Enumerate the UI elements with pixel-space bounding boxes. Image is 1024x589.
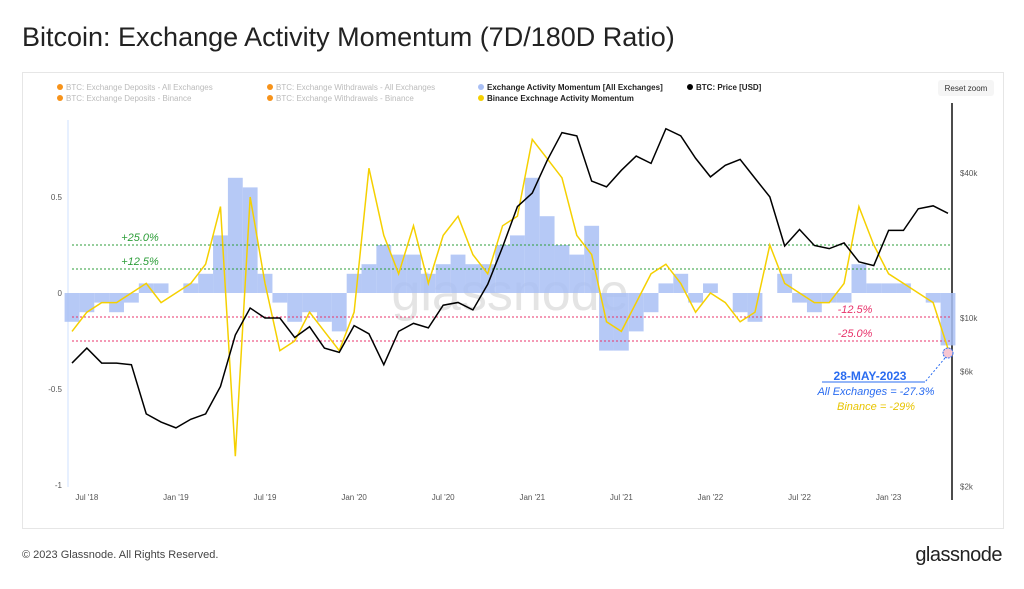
- all-exchanges-bar: [688, 293, 704, 303]
- legend-item[interactable]: BTC: Exchange Withdrawals - All Exchange…: [276, 83, 435, 92]
- legend-marker: [57, 95, 63, 101]
- annotation-marker: [942, 347, 954, 359]
- all-exchanges-bar: [227, 177, 243, 293]
- x-tick-label: Jul '19: [254, 493, 277, 502]
- y-right-tick-label: $6k: [960, 367, 974, 376]
- all-exchanges-bar: [925, 293, 941, 303]
- legend-marker: [478, 95, 484, 101]
- all-exchanges-bar: [628, 293, 644, 332]
- threshold-label: +12.5%: [121, 256, 159, 268]
- all-exchanges-bar: [465, 264, 481, 293]
- all-exchanges-bar: [123, 293, 139, 303]
- y-left-tick-label: -1: [55, 481, 63, 490]
- all-exchanges-bar: [940, 293, 956, 346]
- all-exchanges-bar: [435, 264, 451, 293]
- all-exchanges-bar: [79, 293, 95, 313]
- all-exchanges-bar: [896, 283, 911, 293]
- btc-price-line: [71, 127, 949, 429]
- legend-item[interactable]: BTC: Exchange Deposits - Binance: [66, 94, 192, 103]
- all-exchanges-bar: [658, 283, 674, 293]
- all-exchanges-bar: [331, 293, 347, 332]
- legend-marker: [687, 84, 693, 90]
- all-exchanges-bar: [524, 177, 540, 293]
- legend-marker: [478, 84, 484, 90]
- legend-item[interactable]: Binance Exchnage Activity Momentum: [487, 94, 634, 103]
- binance-momentum-line: [71, 137, 949, 457]
- all-exchanges-bar: [272, 293, 288, 303]
- x-tick-label: Jan '19: [163, 493, 189, 502]
- all-exchanges-bar: [346, 273, 362, 293]
- all-exchanges-bar: [480, 264, 496, 293]
- annotation-leader: [924, 357, 946, 383]
- all-exchanges-bar: [643, 293, 659, 313]
- all-exchanges-bar: [406, 254, 421, 293]
- all-exchanges-bar: [539, 216, 555, 293]
- legend-marker: [267, 95, 273, 101]
- all-exchanges-bar: [316, 293, 332, 322]
- all-exchanges-bar: [836, 293, 852, 303]
- all-exchanges-bar: [153, 283, 169, 293]
- legend-marker: [267, 84, 273, 90]
- legend-marker: [57, 84, 63, 90]
- reset-zoom-label[interactable]: Reset zoom: [945, 84, 988, 93]
- all-exchanges-bar: [821, 293, 837, 303]
- y-right-tick-label: $2k: [960, 482, 974, 491]
- all-exchanges-bar: [183, 283, 199, 293]
- all-exchanges-bar: [510, 235, 525, 293]
- all-exchanges-bar: [64, 293, 80, 322]
- x-tick-label: Jan '22: [698, 493, 724, 502]
- all-exchanges-bar: [703, 283, 718, 293]
- legend-item[interactable]: BTC: Exchange Deposits - All Exchanges: [66, 83, 213, 92]
- y-left-tick-label: -0.5: [48, 385, 62, 394]
- y-left-tick-label: 0: [58, 289, 63, 298]
- all-exchanges-bar: [287, 293, 303, 322]
- all-exchanges-bar: [569, 254, 585, 293]
- y-left-tick-label: 0.5: [51, 193, 63, 202]
- all-exchanges-bar: [881, 283, 897, 293]
- chart-title: Bitcoin: Exchange Activity Momentum (7D/…: [22, 22, 675, 52]
- all-exchanges-bar: [361, 264, 377, 293]
- threshold-label: +25.0%: [121, 232, 159, 244]
- reset-zoom-button[interactable]: [938, 80, 994, 96]
- copyright: © 2023 Glassnode. All Rights Reserved.: [22, 549, 219, 561]
- all-exchanges-bar: [138, 283, 154, 293]
- all-exchanges-bar: [792, 293, 807, 303]
- x-tick-label: Jul '18: [75, 493, 98, 502]
- threshold-label: -12.5%: [838, 304, 873, 316]
- all-exchanges-bar: [94, 293, 110, 303]
- annotation-binance: Binance = -29%: [837, 401, 915, 413]
- all-exchanges-bar: [851, 264, 867, 293]
- all-exchanges-bar: [584, 225, 600, 293]
- legend-item[interactable]: Exchange Activity Momentum [All Exchange…: [487, 83, 663, 92]
- annotation-all: All Exchanges = -27.3%: [816, 386, 934, 398]
- x-tick-label: Jul '21: [610, 493, 633, 502]
- x-tick-label: Jul '22: [788, 493, 811, 502]
- all-exchanges-bar: [866, 283, 882, 293]
- x-tick-label: Jan '21: [519, 493, 545, 502]
- all-exchanges-bar: [450, 254, 466, 293]
- all-exchanges-bar: [376, 245, 392, 293]
- glassnode-logo: glassnode: [915, 544, 1002, 566]
- annotation-date: 28-MAY-2023: [834, 369, 907, 383]
- all-exchanges-bar: [613, 293, 629, 351]
- threshold-label: -25.0%: [838, 328, 873, 340]
- legend-item[interactable]: BTC: Price [USD]: [696, 83, 762, 92]
- legend-item[interactable]: BTC: Exchange Withdrawals - Binance: [276, 94, 414, 103]
- y-right-tick-label: $10k: [960, 314, 978, 323]
- all-exchanges-bar: [732, 293, 748, 313]
- y-right-tick-label: $40k: [960, 169, 978, 178]
- all-exchanges-bar: [198, 273, 214, 293]
- all-exchanges-bar: [302, 293, 317, 313]
- x-tick-label: Jul '20: [432, 493, 455, 502]
- chart-frame: [22, 72, 1004, 529]
- x-tick-label: Jan '23: [876, 493, 902, 502]
- x-tick-label: Jan '20: [341, 493, 367, 502]
